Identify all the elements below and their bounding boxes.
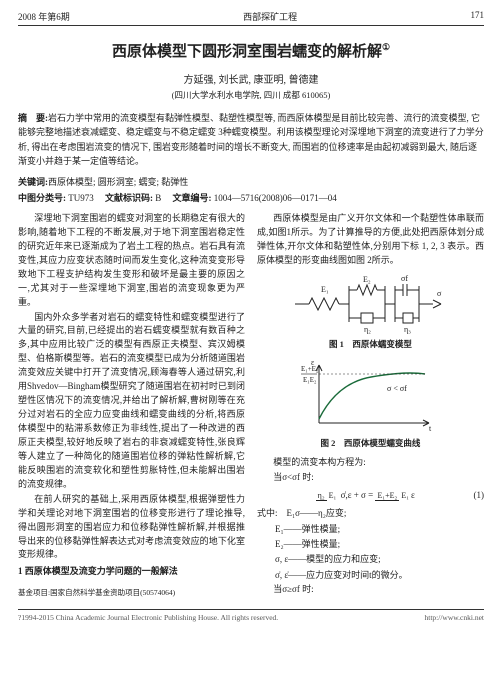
header-left: 2008 年第6期 — [18, 10, 70, 23]
right-column: 西原体模型是由广义开尔文体和一个黏塑性体串联而成,如图1所示。为了计算推导的方便… — [257, 212, 484, 599]
figure-1: E₁ E₂ η₂ — [257, 274, 484, 351]
page-footer: ?1994-2015 China Academic Journal Electr… — [18, 609, 484, 622]
figure-2: E₁+E₂ E₁E₂ σ < σf ε t 图 2 西原体模型蠕变曲线 — [257, 357, 484, 450]
header-center: 西部探矿工程 — [243, 10, 297, 23]
symbol-definitions: E₁——弹性模量; E₂——弹性模量; σ, ε——模型的应力和应变; σ̇, … — [257, 522, 484, 583]
paper-title: 西原体模型下圆形洞室围岩蠕变的解析解① — [18, 40, 484, 61]
svg-text:σ: σ — [437, 289, 442, 298]
fund-note: 基金项目:国家自然科学基金资助项目(50574064) — [18, 587, 245, 599]
classification: 中图分类号: TU973 文献标识码: B 文章编号: 1004—5716(20… — [18, 191, 484, 204]
equation-1: η₂E₁ σ̇,ε + σ = E₁+E₂E₁ε (1) — [257, 489, 484, 503]
keywords: 关键词:西原体模型; 圆形洞室; 蠕变; 黏弹性 — [18, 175, 484, 189]
section-1-title: 1 西原体模型及流变力学问题的一般解法 — [18, 565, 245, 579]
svg-text:σ < σf: σ < σf — [387, 384, 407, 393]
authors: 方延强, 刘长武, 康亚明, 曾德建 — [18, 71, 484, 86]
svg-text:E₁+E₂: E₁+E₂ — [301, 365, 319, 373]
svg-text:σf: σf — [401, 274, 408, 283]
abstract: 摘 要:岩石力学中常用的流变模型有黏弹性模型、黏塑性模型等, 而西原体模型是目前… — [18, 111, 484, 169]
svg-text:E₂: E₂ — [363, 275, 371, 284]
affiliation: (四川大学水利水电学院, 四川 成都 610065) — [18, 89, 484, 101]
svg-text:η₃: η₃ — [404, 325, 411, 334]
svg-text:η₂: η₂ — [364, 325, 371, 334]
left-column: 深埋地下洞室围岩的蠕变对洞室的长期稳定有很大的影响,随着地下工程的不断发展,对于… — [18, 212, 245, 599]
svg-text:E₁E₂: E₁E₂ — [303, 376, 317, 384]
header-right: 171 — [471, 10, 485, 23]
svg-text:E₁: E₁ — [321, 285, 329, 294]
svg-text:t: t — [429, 424, 432, 433]
